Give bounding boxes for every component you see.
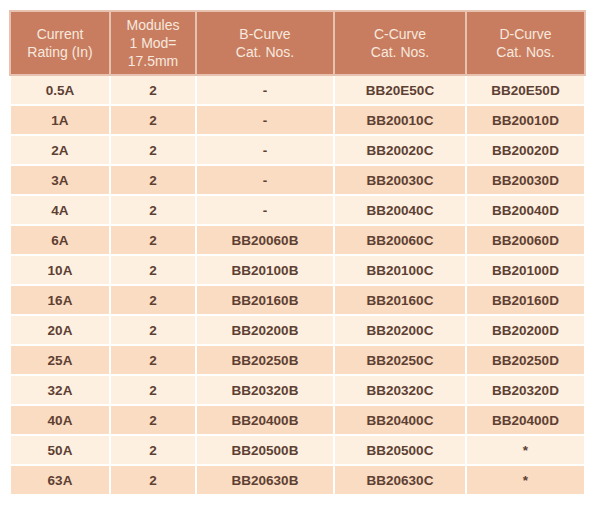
cell-d-curve: BB20060D [467,226,584,254]
cell-c-curve: BB20160C [335,286,465,314]
cell-b-curve: - [197,106,333,134]
cell-modules: 2 [111,436,195,464]
cell-current-rating: 3A [11,166,109,194]
cell-c-curve: BB20320C [335,376,465,404]
cell-d-curve: BB20200D [467,316,584,344]
cell-d-curve: * [467,436,584,464]
cell-current-rating: 50A [11,436,109,464]
cell-modules: 2 [111,346,195,374]
breaker-catalog-table: Current Rating (In) Modules 1 Mod= 17.5m… [9,10,586,496]
cell-d-curve: BB20160D [467,286,584,314]
cell-current-rating: 4A [11,196,109,224]
table-row: 50A2BB20500BBB20500C* [11,436,584,464]
column-header-b-curve: B-Curve Cat. Nos. [197,12,333,74]
cell-c-curve: BB20250C [335,346,465,374]
cell-modules: 2 [111,406,195,434]
header-row: Current Rating (In) Modules 1 Mod= 17.5m… [11,12,584,74]
cell-current-rating: 2A [11,136,109,164]
cell-c-curve: BB20100C [335,256,465,284]
cell-d-curve: * [467,466,584,494]
cell-modules: 2 [111,466,195,494]
cell-b-curve: - [197,76,333,104]
cell-c-curve: BB20630C [335,466,465,494]
cell-b-curve: - [197,196,333,224]
table-row: 6A2BB20060BBB20060CBB20060D [11,226,584,254]
table-row: 16A2BB20160BBB20160CBB20160D [11,286,584,314]
cell-d-curve: BB20030D [467,166,584,194]
cell-b-curve: - [197,166,333,194]
cell-b-curve: BB20500B [197,436,333,464]
table-body: 0.5A2-BB20E50CBB20E50D1A2-BB20010CBB2001… [11,76,584,494]
cell-current-rating: 32A [11,376,109,404]
cell-c-curve: BB20500C [335,436,465,464]
cell-modules: 2 [111,76,195,104]
cell-c-curve: BB20020C [335,136,465,164]
cell-c-curve: BB20E50C [335,76,465,104]
table-row: 20A2BB20200BBB20200CBB20200D [11,316,584,344]
cell-modules: 2 [111,286,195,314]
table-row: 3A2-BB20030CBB20030D [11,166,584,194]
cell-current-rating: 25A [11,346,109,374]
cell-current-rating: 16A [11,286,109,314]
cell-modules: 2 [111,136,195,164]
cell-c-curve: BB20030C [335,166,465,194]
cell-c-curve: BB20400C [335,406,465,434]
cell-b-curve: BB20250B [197,346,333,374]
cell-d-curve: BB20E50D [467,76,584,104]
cell-d-curve: BB20320D [467,376,584,404]
cell-b-curve: BB20060B [197,226,333,254]
cell-c-curve: BB20010C [335,106,465,134]
cell-modules: 2 [111,196,195,224]
table-header: Current Rating (In) Modules 1 Mod= 17.5m… [11,12,584,74]
column-header-d-curve: D-Curve Cat. Nos. [467,12,584,74]
page: Current Rating (In) Modules 1 Mod= 17.5m… [0,0,603,514]
cell-b-curve: BB20100B [197,256,333,284]
cell-b-curve: - [197,136,333,164]
cell-modules: 2 [111,376,195,404]
cell-current-rating: 40A [11,406,109,434]
column-header-modules: Modules 1 Mod= 17.5mm [111,12,195,74]
cell-modules: 2 [111,256,195,284]
cell-current-rating: 6A [11,226,109,254]
cell-current-rating: 63A [11,466,109,494]
column-header-current-rating: Current Rating (In) [11,12,109,74]
cell-d-curve: BB20100D [467,256,584,284]
table-row: 25A2BB20250BBB20250CBB20250D [11,346,584,374]
table-row: 32A2BB20320BBB20320CBB20320D [11,376,584,404]
cell-current-rating: 0.5A [11,76,109,104]
cell-current-rating: 1A [11,106,109,134]
cell-modules: 2 [111,226,195,254]
table-row: 2A2-BB20020CBB20020D [11,136,584,164]
cell-c-curve: BB20040C [335,196,465,224]
table-row: 10A2BB20100BBB20100CBB20100D [11,256,584,284]
cell-d-curve: BB20250D [467,346,584,374]
cell-d-curve: BB20010D [467,106,584,134]
table-row: 0.5A2-BB20E50CBB20E50D [11,76,584,104]
cell-b-curve: BB20400B [197,406,333,434]
cell-b-curve: BB20200B [197,316,333,344]
cell-b-curve: BB20630B [197,466,333,494]
cell-modules: 2 [111,166,195,194]
cell-b-curve: BB20320B [197,376,333,404]
cell-d-curve: BB20020D [467,136,584,164]
cell-d-curve: BB20400D [467,406,584,434]
cell-current-rating: 10A [11,256,109,284]
cell-c-curve: BB20200C [335,316,465,344]
cell-current-rating: 20A [11,316,109,344]
cell-d-curve: BB20040D [467,196,584,224]
table-row: 40A2BB20400BBB20400CBB20400D [11,406,584,434]
cell-b-curve: BB20160B [197,286,333,314]
cell-c-curve: BB20060C [335,226,465,254]
table-row: 63A2BB20630BBB20630C* [11,466,584,494]
table-row: 1A2-BB20010CBB20010D [11,106,584,134]
table-row: 4A2-BB20040CBB20040D [11,196,584,224]
cell-modules: 2 [111,316,195,344]
column-header-c-curve: C-Curve Cat. Nos. [335,12,465,74]
cell-modules: 2 [111,106,195,134]
